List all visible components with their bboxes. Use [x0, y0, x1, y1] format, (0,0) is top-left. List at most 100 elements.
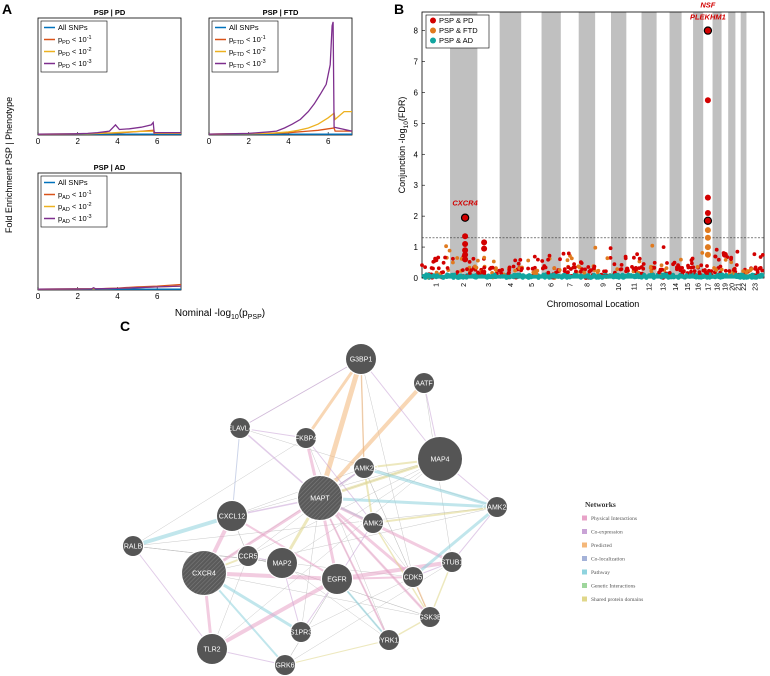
legend-entry: pPD < 10-3: [58, 59, 92, 70]
snp-point: [536, 257, 540, 262]
highlight-point: [462, 247, 469, 254]
legend-entry: pPD < 10-2: [58, 47, 92, 58]
series-line-4: [37, 285, 182, 290]
snp-point: [700, 251, 705, 255]
gene-node: [296, 428, 316, 448]
gene-node-label: GRK6: [275, 663, 294, 670]
baseline-snps: [423, 274, 763, 279]
snp-point: [718, 264, 723, 269]
snp-point: [631, 269, 636, 274]
network-legend-label: Shared protein domains: [591, 597, 643, 603]
snp-point: [741, 269, 746, 273]
network-edge: [335, 560, 454, 581]
x-tick-label: 0: [207, 137, 212, 146]
snp-point: [566, 270, 570, 275]
snp-point: [752, 252, 757, 257]
gene-node: [230, 418, 250, 438]
gene-node: [322, 564, 352, 594]
snp-point: [507, 268, 512, 272]
gene-node: [238, 546, 258, 566]
chrom-band: [669, 12, 682, 278]
snp-point: [436, 255, 441, 260]
snp-point: [619, 263, 624, 267]
snp-point: [443, 255, 447, 260]
gene-annotation: CXCR4: [452, 198, 478, 207]
highlight-point: [703, 26, 713, 35]
panel-a-xlabel: Nominal -log10(pPSP): [175, 308, 265, 321]
snp-point: [729, 257, 733, 261]
legend-entry: pAD < 10-1: [58, 190, 92, 201]
snp-point: [650, 243, 655, 248]
snp-point: [707, 268, 711, 273]
chrom-band: [641, 12, 657, 278]
snp-point: [465, 267, 469, 272]
network-edge: [300, 576, 414, 633]
legend-entry: pFTD < 10-2: [229, 47, 266, 58]
network-edge: [203, 572, 431, 618]
gene-node: [363, 513, 383, 533]
snp-point: [572, 262, 576, 266]
highlight-point: [460, 213, 470, 222]
y-axis-label: Conjunction -log10(FDR): [397, 97, 410, 194]
snp-point: [574, 269, 578, 274]
network-edge: [318, 496, 432, 619]
highlight-point: [462, 256, 469, 263]
snp-point: [732, 267, 737, 271]
snp-point: [474, 265, 479, 270]
network-legend-swatch: [582, 569, 587, 575]
snp-point: [605, 256, 610, 261]
x-tick-label: 4: [115, 137, 120, 146]
snp-point: [760, 268, 765, 273]
chrom-band: [541, 12, 561, 278]
snp-point: [488, 267, 492, 271]
snp-point: [729, 260, 734, 265]
network-edge: [284, 639, 390, 666]
network-edge: [284, 578, 338, 666]
gene-node: [346, 344, 376, 374]
snp-point: [436, 266, 441, 271]
gene-node-label: GSK3B: [418, 615, 442, 622]
chrom-band: [611, 12, 627, 278]
chart-title: PSP | FTD: [263, 8, 299, 17]
snp-point: [566, 251, 571, 256]
snp-point: [679, 257, 683, 262]
snp-point: [491, 259, 496, 264]
snp-point: [468, 271, 472, 276]
network-edge: [319, 497, 390, 641]
snp-point: [682, 269, 686, 274]
x-tick-label: 6: [326, 137, 331, 146]
x-tick-label: 2: [246, 137, 251, 146]
snp-point: [566, 265, 571, 270]
legend-entry: pFTD < 10-1: [229, 35, 266, 46]
snp-point: [641, 262, 646, 266]
snp-point: [755, 268, 760, 273]
snp-point: [569, 256, 574, 261]
y-tick-label: 3: [414, 181, 419, 190]
legend-entry: PSP & FTD: [439, 26, 478, 35]
snp-point: [723, 268, 728, 273]
snp-point: [583, 267, 587, 272]
chrom-tick-label: 23: [753, 283, 760, 291]
chrom-tick-label: 1: [434, 283, 441, 287]
chrom-tick-label: 14: [673, 283, 680, 291]
network-legend-label: Co-localization: [591, 557, 625, 563]
snp-point: [445, 266, 450, 270]
highlight-point: [462, 251, 469, 258]
snp-point: [467, 260, 472, 264]
snp-point: [691, 265, 696, 270]
snp-point: [589, 268, 593, 273]
highlight-point: [704, 97, 711, 104]
snp-point: [540, 259, 545, 263]
legend-box: [425, 14, 490, 49]
highlight-point: [462, 241, 469, 247]
snp-point: [532, 254, 537, 259]
snp-point: [441, 260, 446, 265]
gene-node-label: MAP4: [430, 457, 449, 464]
chrom-tick-label: 19: [722, 283, 729, 291]
chrom-band: [693, 12, 704, 278]
snp-point: [596, 268, 601, 273]
snp-point: [469, 268, 474, 272]
gene-node-label: STUB1: [441, 560, 464, 567]
